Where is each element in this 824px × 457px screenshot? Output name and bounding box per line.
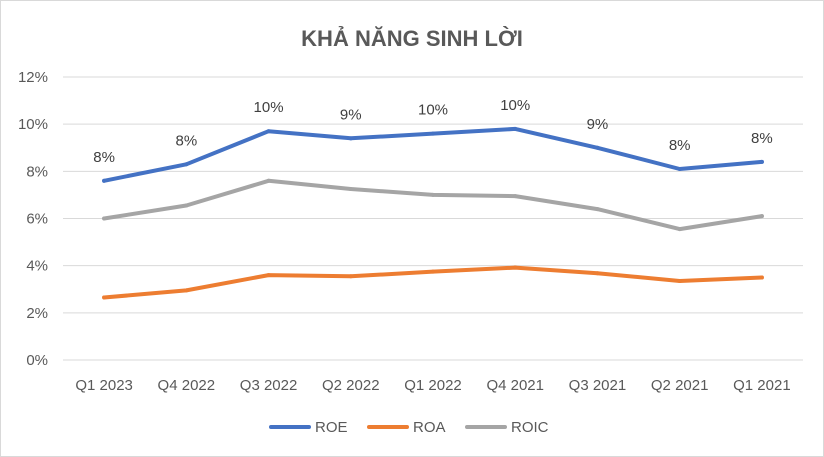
data-point-roic	[102, 216, 107, 221]
data-point-roe	[184, 162, 189, 167]
data-point-roe	[513, 126, 518, 131]
data-point-roa	[513, 265, 518, 270]
data-point-roic	[266, 178, 271, 183]
data-label-roe: 10%	[418, 102, 448, 119]
legend-item-roic: ROIC	[465, 419, 549, 436]
data-point-roic	[431, 192, 435, 197]
data-point-roa	[102, 295, 107, 300]
x-tick-label: Q4 2022	[158, 377, 216, 394]
data-point-roa	[348, 274, 353, 279]
x-tick-label: Q1 2021	[733, 377, 791, 394]
data-point-roe	[677, 166, 682, 171]
data-point-roic	[184, 203, 189, 208]
axes: 0% 2% 4% 6% 8% 10% 12% Q1 2023 Q4 2022 Q3 2022 Q2 …	[18, 69, 803, 394]
data-point-roic	[348, 187, 353, 192]
x-tick-label: Q2 2021	[651, 377, 709, 394]
data-label-roe: 8%	[669, 137, 691, 154]
x-tick-label: Q3 2022	[240, 377, 298, 394]
data-point-roa	[595, 271, 600, 276]
data-point-roa	[431, 269, 435, 274]
y-tick-label: 2%	[26, 305, 48, 322]
y-tick-label: 8%	[26, 163, 48, 180]
data-point-roe	[348, 136, 353, 141]
y-tick-label: 6%	[26, 211, 48, 228]
data-point-roic	[677, 227, 682, 232]
gridlines	[63, 76, 803, 314]
chart-title: KHẢ NĂNG SINH LỜI	[301, 26, 523, 51]
x-tick-label: Q3 2021	[569, 377, 627, 394]
data-label-roe: 8%	[175, 132, 197, 149]
x-tick-label: Q4 2021	[486, 377, 544, 394]
data-label-roe: 10%	[254, 99, 284, 116]
legend: ROE ROA ROIC	[269, 419, 549, 436]
data-label-roe: 10%	[500, 97, 530, 114]
data-label-roe: 8%	[93, 149, 115, 166]
y-tick-label: 12%	[18, 69, 48, 86]
y-tick-label: 10%	[18, 116, 48, 133]
legend-item-roe: ROE	[269, 419, 348, 436]
series-line-roe	[102, 126, 764, 183]
data-labels: 8% 8% 10% 9% 10% 10% 9% 8% 8%	[93, 97, 772, 166]
legend-label: ROIC	[511, 419, 549, 436]
data-label-roe: 9%	[587, 116, 609, 133]
data-point-roe	[102, 178, 107, 183]
data-point-roic	[759, 214, 764, 219]
x-tick-label: Q1 2023	[75, 377, 133, 394]
series-lines	[102, 126, 764, 300]
data-point-roa	[184, 288, 189, 293]
data-point-roa	[677, 278, 682, 283]
data-point-roic	[595, 207, 600, 212]
data-label-roe: 9%	[340, 106, 362, 123]
data-point-roe	[266, 129, 271, 134]
data-point-roe	[431, 131, 435, 136]
legend-label: ROA	[413, 419, 446, 436]
series-line-roic	[102, 178, 764, 232]
y-tick-label: 4%	[26, 258, 48, 275]
data-point-roic	[513, 194, 518, 199]
legend-item-roa: ROA	[367, 419, 446, 436]
data-point-roe	[759, 159, 764, 164]
x-tick-label: Q1 2022	[404, 377, 462, 394]
y-tick-label: 0%	[26, 352, 48, 369]
data-point-roa	[266, 273, 271, 278]
data-label-roe: 8%	[751, 130, 773, 147]
x-tick-label: Q2 2022	[322, 377, 380, 394]
data-point-roa	[759, 275, 764, 280]
legend-label: ROE	[315, 419, 348, 436]
data-point-roe	[595, 145, 600, 150]
